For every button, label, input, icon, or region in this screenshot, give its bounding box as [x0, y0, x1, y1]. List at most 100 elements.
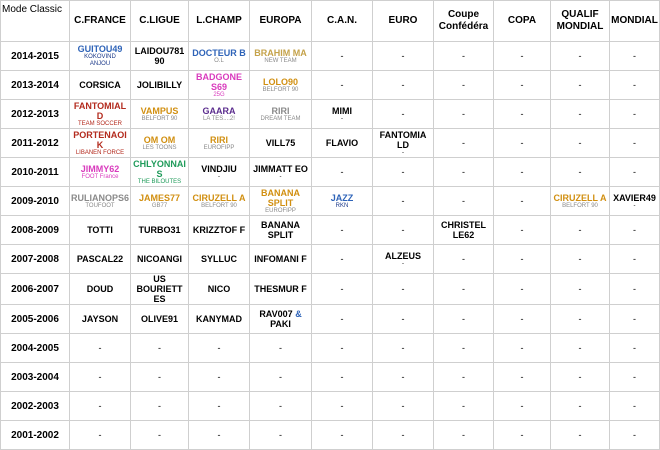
winner-cell: CIRUZELL A BELFORT 90: [550, 186, 610, 216]
winner-cell: MIMI -: [311, 99, 373, 129]
season-label: 2007-2008: [0, 244, 70, 274]
winner-name: INFOMANI F: [254, 254, 307, 264]
column-header: EUROPA: [249, 0, 312, 42]
winner-name: MIMI: [332, 105, 352, 116]
table-row: 2006-2007 DOUD US BOURIETT ES NICO THESMUR F…: [0, 273, 660, 305]
winner-cell: GUITOU49 KOKOVIND ANJOU: [69, 41, 131, 71]
winner-cell: -: [249, 420, 312, 450]
empty-dash: -: [158, 401, 161, 411]
winner-cell: -: [311, 41, 373, 71]
winner-cell: -: [493, 157, 551, 187]
empty-dash: -: [520, 372, 524, 382]
winner-cell: KANYMAD: [188, 304, 250, 334]
winner-cell: -: [188, 362, 250, 392]
team-name: THE BILOUTES: [137, 178, 182, 185]
team-name: -: [402, 149, 404, 156]
winner-name: NICO: [207, 284, 231, 294]
empty-dash: -: [462, 314, 465, 324]
winner-name: ALZEUS: [385, 250, 421, 261]
season-label: 2001-2002: [0, 420, 70, 450]
winner-cell: -: [433, 99, 494, 129]
ampersand: &: [295, 309, 302, 319]
team-name: LIBANEN FORCE: [75, 149, 125, 156]
winner-cell: -: [493, 186, 551, 216]
winner-cell: -: [433, 157, 494, 187]
team-name: TOUFOOT: [85, 202, 115, 209]
team-name: LA TES....2!: [203, 115, 235, 122]
empty-dash: -: [633, 51, 636, 61]
winner-cell: -: [550, 128, 610, 158]
empty-dash: -: [340, 372, 344, 382]
winner-cell: -: [493, 244, 551, 274]
winner-cell: -: [609, 157, 660, 187]
empty-dash: -: [340, 430, 344, 440]
winner-cell: -: [311, 362, 373, 392]
table-row: 2008-2009 TOTTI TURBO31 KRIZZTOF F BANANA SP…: [0, 215, 660, 245]
empty-dash: -: [279, 372, 282, 382]
empty-dash: -: [98, 372, 102, 382]
empty-dash: -: [462, 196, 465, 206]
winner-cell: OM OM LES TOONS: [130, 128, 189, 158]
empty-dash: -: [462, 167, 465, 177]
empty-dash: -: [217, 430, 221, 440]
winner-cell: -: [550, 157, 610, 187]
winner-cell: VAMPUS BELFORT 90: [130, 99, 189, 129]
winner-cell: -: [609, 333, 660, 363]
winner-cell: -: [433, 304, 494, 334]
empty-dash: -: [401, 343, 405, 353]
winner-cell: -: [433, 186, 494, 216]
empty-dash: -: [578, 314, 582, 324]
column-header: C.LIGUE: [130, 0, 189, 42]
winner-cell: -: [609, 244, 660, 274]
table-row: 2005-2006 JAYSON OLIVE91 KANYMAD RAV007 & PAK…: [0, 304, 660, 334]
winner-cell: LOLO90 BELFORT 90: [249, 70, 312, 100]
winner-name: CHLYONNAIS: [133, 158, 186, 179]
winner-name: BRAHIM MA: [254, 47, 307, 58]
winner-cell: JAYSON: [69, 304, 131, 334]
winner-name: VAMPUS: [140, 105, 179, 116]
empty-dash: -: [98, 343, 102, 353]
empty-dash: -: [340, 80, 344, 90]
winner-cell: XAVIER49-: [609, 186, 660, 216]
winner-cell: THESMUR F: [249, 273, 312, 305]
winner-cell: -: [609, 41, 660, 71]
winner-cell: -: [550, 304, 610, 334]
empty-dash: -: [520, 314, 524, 324]
winner-cell: -: [493, 128, 551, 158]
empty-dash: -: [217, 343, 221, 353]
empty-dash: -: [633, 284, 636, 294]
winner-name: GAARA: [202, 105, 236, 116]
winner-name: DOUD: [86, 284, 114, 294]
empty-dash: -: [520, 254, 524, 264]
empty-dash: -: [401, 51, 405, 61]
season-label: 2011-2012: [0, 128, 70, 158]
team-name: BELFORT 90: [562, 202, 598, 209]
winner-name: RAV007 & PAKI: [251, 309, 311, 329]
winner-cell: SYLLUC: [188, 244, 250, 274]
empty-dash: -: [462, 80, 465, 90]
winner-cell: -: [493, 70, 551, 100]
team-name: NEW TEAM: [264, 57, 297, 64]
winner-name: THESMUR F: [254, 284, 307, 294]
winner-cell: RAV007 & PAKI: [249, 304, 312, 334]
empty-dash: -: [633, 401, 636, 411]
winner-name: BANANA SPLIT: [261, 220, 300, 240]
winner-cell: -: [493, 41, 551, 71]
team-name: -: [341, 115, 343, 122]
empty-dash: -: [462, 343, 465, 353]
winner-cell: -: [311, 273, 373, 305]
winner-cell: -: [311, 215, 373, 245]
empty-dash: -: [578, 372, 582, 382]
empty-dash: -: [279, 401, 282, 411]
empty-dash: -: [578, 401, 582, 411]
empty-dash: -: [578, 254, 582, 264]
winner-cell: -: [609, 99, 660, 129]
empty-dash: -: [462, 138, 465, 148]
winner-cell: TURBO31: [130, 215, 189, 245]
winner-cell: -: [550, 244, 610, 274]
empty-dash: -: [520, 196, 524, 206]
empty-dash: -: [158, 430, 161, 440]
winner-name: KRIZZTOF F: [192, 225, 246, 235]
winner-name: CIRUZELL A: [553, 192, 607, 203]
winner-name: LOLO90: [262, 76, 298, 87]
